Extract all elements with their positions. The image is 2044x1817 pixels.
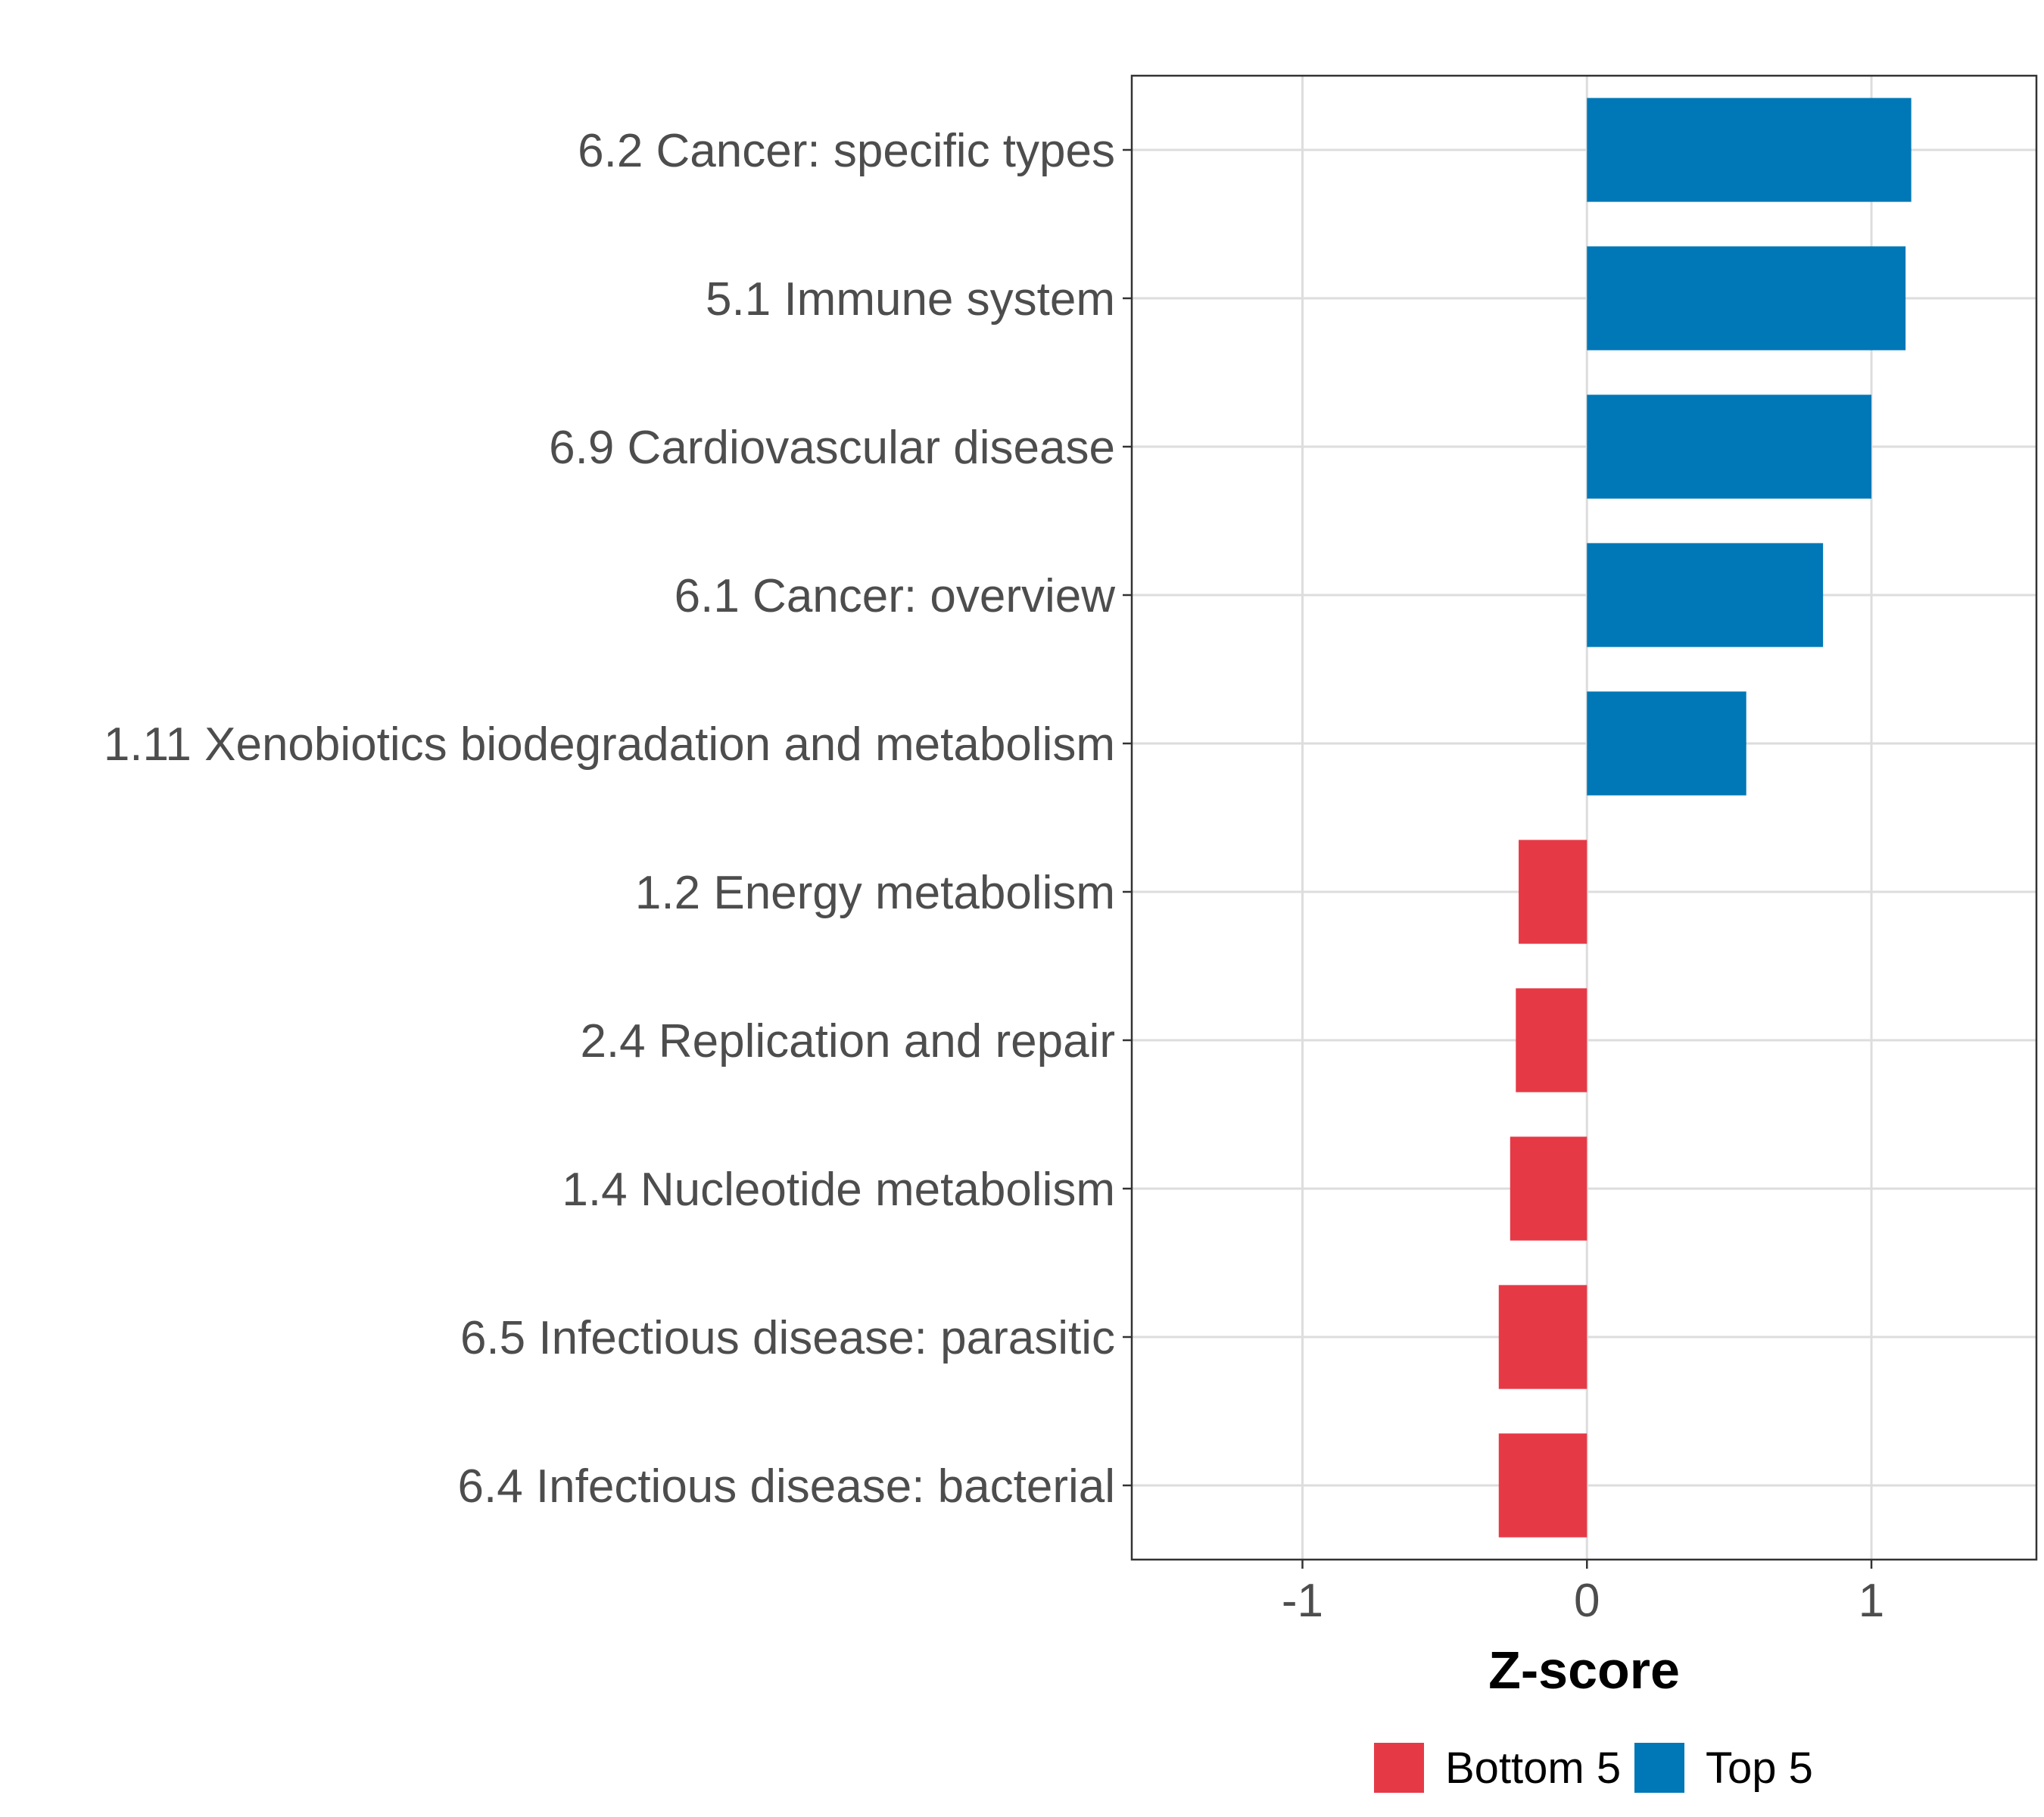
- bar: [1587, 543, 1824, 647]
- category-label: 6.4 Infectious disease: bacterial: [457, 1460, 1115, 1513]
- bar: [1498, 1433, 1588, 1538]
- legend-label: Bottom 5: [1445, 1744, 1621, 1793]
- category-label: 1.2 Energy metabolism: [635, 867, 1115, 919]
- bar: [1519, 840, 1588, 944]
- x-tick-label: -1: [1282, 1575, 1323, 1627]
- x-tick-labels: -1 0 1: [1282, 1575, 1884, 1627]
- x-tick-label: 1: [1859, 1575, 1884, 1627]
- bar: [1587, 98, 1912, 202]
- category-label: 2.4 Replication and repair: [580, 1015, 1115, 1067]
- bars: [1498, 98, 1912, 1538]
- axis-ticks: [1123, 148, 1873, 1569]
- bar: [1587, 246, 1906, 351]
- legend: Bottom 5 Top 5: [1374, 1743, 1813, 1793]
- panel-border: [1130, 74, 2038, 1561]
- legend-swatch: [1374, 1743, 1424, 1793]
- bar: [1498, 1285, 1588, 1389]
- bar: [1587, 691, 1746, 796]
- category-label: 6.1 Cancer: overview: [675, 570, 1116, 622]
- x-axis-title: Z-score: [1488, 1641, 1680, 1700]
- category-label: 1.11 Xenobiotics biodegradation and meta…: [104, 718, 1115, 771]
- legend-swatch: [1634, 1743, 1684, 1793]
- category-labels: 6.2 Cancer: specific types 5.1 Immune sys…: [104, 125, 1115, 1513]
- category-label: 1.4 Nucleotide metabolism: [562, 1164, 1115, 1216]
- category-label: 5.1 Immune system: [706, 273, 1115, 326]
- category-label: 6.2 Cancer: specific types: [578, 125, 1115, 177]
- x-tick-label: 0: [1574, 1575, 1600, 1627]
- legend-label: Top 5: [1706, 1744, 1813, 1793]
- bar: [1510, 1136, 1588, 1241]
- category-label: 6.9 Cardiovascular disease: [549, 422, 1115, 474]
- category-label: 6.5 Infectious disease: parasitic: [460, 1312, 1115, 1364]
- bar: [1587, 394, 1872, 499]
- bar: [1516, 988, 1588, 1092]
